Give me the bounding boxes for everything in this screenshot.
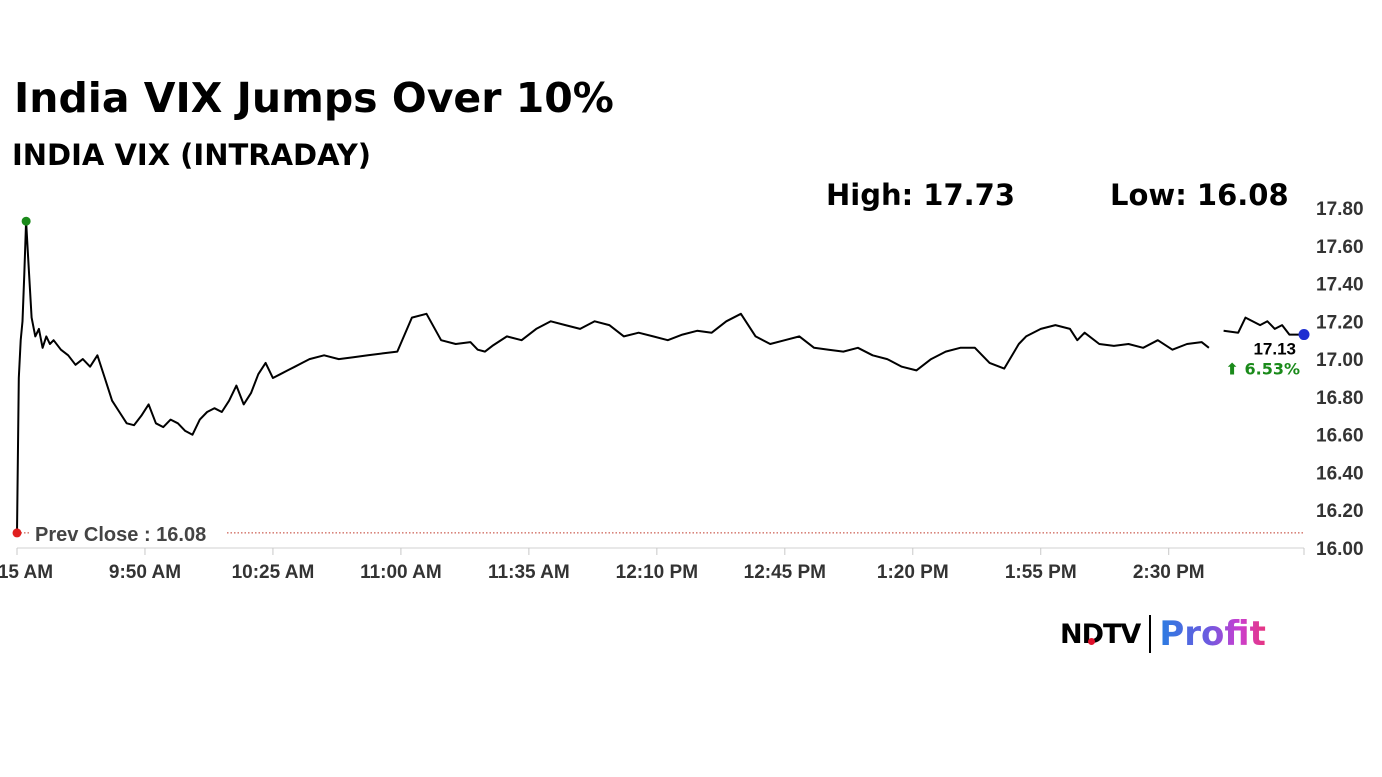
brand-profit-text: Profit [1159,614,1266,654]
high-value-label: High: 17.73 [826,178,1016,212]
brand-divider [1149,615,1152,653]
chart-subtitle: INDIA VIX (INTRADAY) [12,138,372,172]
vix-series-line [16,220,1304,533]
y-tick-label: 17.80 [1316,199,1364,220]
y-tick-label: 16.60 [1316,426,1364,447]
x-tick-label: 9:50 AM [109,562,181,583]
x-tick-label: 1:20 PM [877,562,949,583]
x-tick-label: 9:15 AM [0,562,53,583]
last-value-marker [1298,329,1310,341]
high-marker [21,216,31,226]
y-tick-label: 16.20 [1316,501,1364,522]
y-tick-label: 17.40 [1316,275,1364,296]
x-tick-label: 10:25 AM [232,562,315,583]
x-tick-label: 1:55 PM [1005,562,1077,583]
y-tick-label: 16.80 [1316,388,1364,409]
last-value-label: 17.13 [1253,340,1296,359]
y-tick-label: 16.00 [1316,539,1364,560]
x-tick-label: 11:35 AM [488,562,570,583]
x-tick-label: 11:00 AM [360,562,442,583]
ndtv-profit-logo: NDTV Profit [1060,612,1266,656]
y-tick-label: 17.00 [1316,350,1364,371]
change-percent-label: ⬆ 6.53% [1226,360,1300,379]
brand-ndtv-text: NDTV [1060,618,1141,650]
prev-close-label-bg [30,518,226,545]
low-marker [12,528,22,538]
brand-red-dot [1088,637,1095,645]
x-tick-label: 12:10 PM [616,562,698,583]
y-tick-label: 16.40 [1316,463,1364,484]
y-tick-label: 17.60 [1316,237,1364,258]
y-tick-label: 17.20 [1316,312,1364,333]
x-tick-label: 12:45 PM [744,562,826,583]
x-tick-label: 2:30 PM [1133,562,1205,583]
prev-close-label: Prev Close : 16.08 [35,524,206,546]
chart-title: India VIX Jumps Over 10% [14,74,614,122]
low-value-label: Low: 16.08 [1110,178,1289,212]
